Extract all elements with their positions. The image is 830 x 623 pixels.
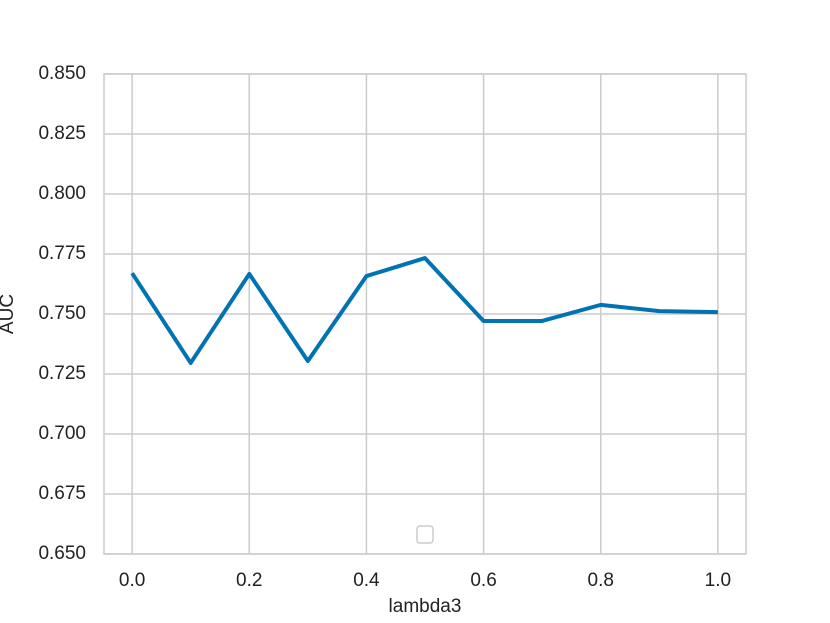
x-tick-label: 0.0 [119, 570, 145, 591]
y-tick-label: 0.650 [38, 543, 86, 564]
x-tick-label: 0.2 [236, 570, 262, 591]
y-tick-label: 0.800 [38, 183, 86, 204]
y-tick-label: 0.825 [38, 123, 86, 144]
data-line [130, 256, 718, 365]
y-tick-label: 0.700 [38, 423, 86, 444]
y-tick-label: 0.775 [38, 243, 86, 264]
x-axis-label: lambda3 [389, 596, 462, 617]
x-tick-label: 0.8 [588, 570, 614, 591]
x-tick-label: 0.6 [470, 570, 496, 591]
y-tick-label: 0.725 [38, 363, 86, 384]
y-tick-label: 0.850 [38, 63, 86, 84]
empty-legend [416, 525, 434, 544]
y-tick-label: 0.750 [38, 303, 86, 324]
y-axis-label: AUC [0, 294, 18, 334]
x-tick-label: 0.4 [353, 570, 380, 591]
y-tick-label: 0.675 [38, 483, 86, 504]
plot-frame [103, 73, 747, 555]
x-tick-label: 1.0 [705, 570, 731, 591]
